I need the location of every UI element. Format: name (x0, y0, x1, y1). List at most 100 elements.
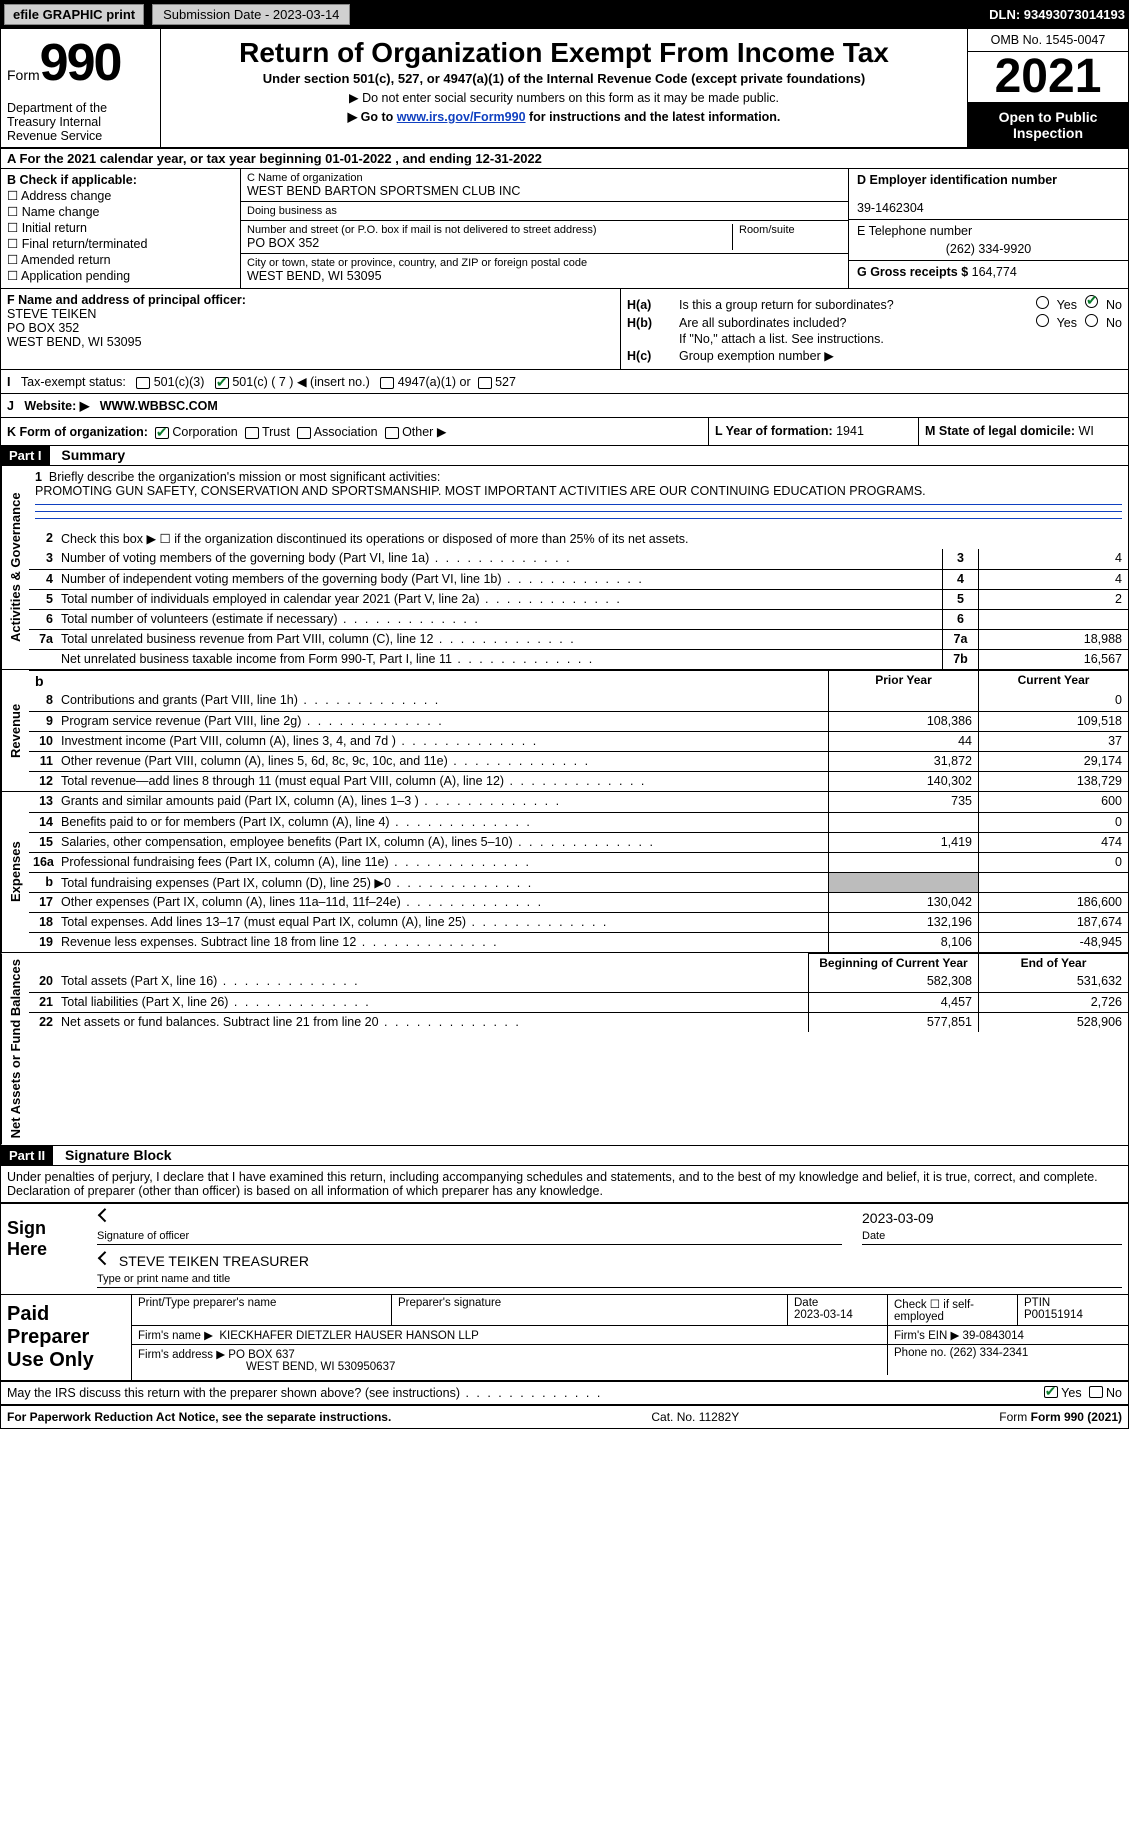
side-label-expenses: Expenses (1, 792, 29, 952)
table-row: Net unrelated business taxable income fr… (29, 649, 1128, 669)
h-ifno: If "No," attach a list. See instructions… (679, 332, 1122, 346)
table-row: 19Revenue less expenses. Subtract line 1… (29, 932, 1128, 952)
firm-phone: (262) 334-2341 (950, 1347, 1029, 1359)
phone-value: (262) 334-9920 (857, 242, 1120, 256)
table-row: 7aTotal unrelated business revenue from … (29, 629, 1128, 649)
j-label: Website: ▶ (24, 399, 89, 413)
corner-icon (98, 1251, 112, 1265)
table-row: 14Benefits paid to or for members (Part … (29, 812, 1128, 832)
chk-address-change[interactable]: ☐ Address change (7, 188, 234, 203)
self-employed-check[interactable]: Check ☐ if self-employed (888, 1295, 1018, 1325)
discuss-no[interactable] (1089, 1386, 1103, 1398)
chk-corporation[interactable] (155, 427, 169, 439)
ssn-notice: ▶ Do not enter social security numbers o… (171, 90, 957, 105)
form-header: Form990 Department of the Treasury Inter… (1, 29, 1128, 149)
corner-icon (98, 1208, 112, 1222)
form-ref: Form 990 (2021) (1031, 1410, 1122, 1424)
section-d-e-g: D Employer identification number 39-1462… (848, 169, 1128, 288)
firm-addr1: PO BOX 637 (228, 1349, 294, 1361)
expenses-block: Expenses 13Grants and similar amounts pa… (1, 792, 1128, 953)
sig-officer-line: Signature of officer (97, 1230, 842, 1245)
hb-yes[interactable] (1036, 314, 1049, 327)
print-label: print (106, 7, 135, 22)
ptin-value: P00151914 (1024, 1309, 1083, 1321)
date-label: Date (862, 1230, 1122, 1245)
part-ii-title: Signature Block (57, 1145, 180, 1165)
paid-preparer-label: Paid Preparer Use Only (1, 1295, 131, 1380)
firm-ein-label: Firm's EIN ▶ (894, 1330, 959, 1342)
part-ii-header: Part II Signature Block (1, 1146, 1128, 1166)
city-label: City or town, state or province, country… (247, 257, 842, 269)
table-row: 16aProfessional fundraising fees (Part I… (29, 852, 1128, 872)
chk-4947[interactable] (380, 377, 394, 389)
f-label: F Name and address of principal officer: (7, 293, 246, 307)
printed-name: STEVE TEIKEN TREASURER (119, 1253, 309, 1269)
part-i-bar: Part I (1, 446, 50, 465)
efile-print-button[interactable]: efile GRAPHIC print (4, 4, 144, 25)
officer-addr1: PO BOX 352 (7, 321, 79, 335)
street-address: PO BOX 352 (247, 236, 732, 250)
catalog-number: Cat. No. 11282Y (651, 1410, 739, 1424)
open-to-public: Open to Public Inspection (968, 103, 1128, 147)
b-title: B Check if applicable: (7, 173, 137, 187)
form-container: Form990 Department of the Treasury Inter… (0, 28, 1129, 1429)
ptin-label: PTIN (1024, 1297, 1050, 1309)
hdr-current-year: Current Year (978, 670, 1128, 691)
ha-no[interactable] (1085, 295, 1098, 308)
hdr-prior-year: Prior Year (828, 670, 978, 691)
side-label-ag: Activities & Governance (1, 466, 29, 669)
table-row: 18Total expenses. Add lines 13–17 (must … (29, 912, 1128, 932)
phone-label: E Telephone number (857, 224, 972, 238)
mission-text: PROMOTING GUN SAFETY, CONSERVATION AND S… (35, 484, 926, 498)
activities-governance-block: Activities & Governance 1 Briefly descri… (1, 466, 1128, 670)
gross-receipts-value: 164,774 (972, 265, 1017, 279)
table-row: 3Number of voting members of the governi… (29, 549, 1128, 569)
section-i-taxstatus: I Tax-exempt status: 501(c)(3) 501(c) ( … (1, 370, 1128, 394)
chk-trust[interactable] (245, 427, 259, 439)
irs-link[interactable]: www.irs.gov/Form990 (397, 110, 526, 124)
chk-527[interactable] (478, 377, 492, 389)
form-number: Form990 (7, 33, 154, 93)
table-row: 11Other revenue (Part VIII, column (A), … (29, 751, 1128, 771)
section-h: H(a)Is this a group return for subordina… (621, 289, 1128, 369)
chk-501c[interactable] (215, 377, 229, 389)
chk-initial-return[interactable]: ☐ Initial return (7, 220, 234, 235)
hb-no[interactable] (1085, 314, 1098, 327)
firm-name: KIECKHAFER DIETZLER HAUSER HANSON LLP (219, 1330, 478, 1342)
col-headers-net: Beginning of Current Year End of Year (29, 953, 1128, 972)
chk-association[interactable] (297, 427, 311, 439)
sign-here-block: Sign Here Signature of officer 2023-03-0… (1, 1202, 1128, 1295)
table-row: 15Salaries, other compensation, employee… (29, 832, 1128, 852)
k-label: K Form of organization: (7, 425, 148, 439)
discuss-yes[interactable] (1044, 1386, 1058, 1398)
part-ii-bar: Part II (1, 1146, 53, 1165)
table-row: 9Program service revenue (Part VIII, lin… (29, 711, 1128, 731)
year-formation: 1941 (836, 424, 864, 438)
chk-application-pending[interactable]: ☐ Application pending (7, 268, 234, 283)
firm-ein: 39-0843014 (963, 1330, 1024, 1342)
chk-name-change[interactable]: ☐ Name change (7, 204, 234, 219)
q1-label: Briefly describe the organization's miss… (49, 470, 440, 484)
preparer-sig-label: Preparer's signature (392, 1295, 788, 1325)
chk-other[interactable] (385, 427, 399, 439)
sign-here-label: Sign Here (1, 1204, 91, 1294)
line-a-taxyear: A For the 2021 calendar year, or tax yea… (1, 149, 1128, 169)
tax-year: 2021 (968, 52, 1128, 103)
ein-value: 39-1462304 (857, 201, 924, 215)
form-subtitle: Under section 501(c), 527, or 4947(a)(1)… (171, 71, 957, 86)
org-name: WEST BEND BARTON SPORTSMEN CLUB INC (247, 184, 842, 198)
printed-label: Type or print name and title (97, 1273, 1122, 1288)
paid-preparer-block: Paid Preparer Use Only Print/Type prepar… (1, 1295, 1128, 1382)
goto-post: for instructions and the latest informat… (526, 110, 781, 124)
table-row: 8Contributions and grants (Part VIII, li… (29, 691, 1128, 711)
pra-notice: For Paperwork Reduction Act Notice, see … (7, 1410, 391, 1424)
chk-final-return[interactable]: ☐ Final return/terminated (7, 236, 234, 251)
pp-date-label: Date (794, 1297, 818, 1309)
section-f-h: F Name and address of principal officer:… (1, 289, 1128, 370)
chk-amended-return[interactable]: ☐ Amended return (7, 252, 234, 267)
chk-501c3[interactable] (136, 377, 150, 389)
dba-label: Doing business as (247, 205, 842, 217)
hc-text: Group exemption number ▶ (679, 348, 834, 363)
ha-yes[interactable] (1036, 296, 1049, 309)
efile-label: efile GRAPHIC (13, 7, 103, 22)
